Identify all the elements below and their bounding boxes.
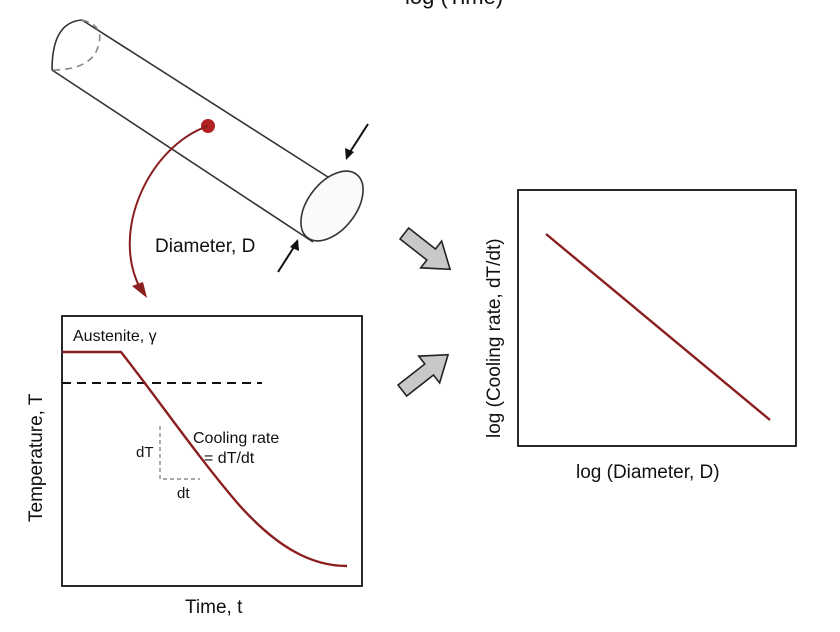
- dt-label: dt: [177, 485, 190, 502]
- cylinder-top-edge: [81, 19, 343, 187]
- cooling-plot: Austenite, γ dT dt Cooling rate = dT/dt: [61, 315, 363, 587]
- cylinder-bottom-edge: [51, 69, 314, 243]
- log-plot-trend-line: [545, 233, 771, 421]
- cylinder-back-end: [51, 19, 101, 71]
- top-clipped-text: log (Time): [405, 0, 503, 9]
- sample-point-connector-curve: [128, 125, 209, 289]
- cylinder: [51, 19, 369, 273]
- diameter-arrow-lower: [277, 246, 295, 273]
- diameter-arrowhead-lower: [290, 239, 299, 251]
- flow-arrow-lower: [396, 353, 450, 398]
- log-plot: [517, 189, 797, 447]
- dT-label: dT: [136, 444, 154, 461]
- cylinder-front-end: [300, 170, 364, 242]
- sample-point-connector-arrowhead: [132, 282, 147, 298]
- diameter-arrowhead-upper: [345, 148, 354, 160]
- flow-arrow-upper: [398, 226, 452, 271]
- cooling-rate-label-line1: Cooling rate: [193, 430, 279, 447]
- cooling-plot-y-label: Temperature, T: [26, 393, 47, 522]
- cooling-plot-x-label: Time, t: [185, 597, 243, 618]
- cooling-rate-label-line2: = dT/dt: [204, 450, 255, 467]
- diameter-arrow-upper: [349, 123, 369, 153]
- cooling-plot-frame: [61, 315, 363, 587]
- slope-triangle: [159, 426, 200, 480]
- cylinder-back-end-front: [51, 19, 83, 71]
- diameter-label: Diameter, D: [155, 236, 255, 257]
- log-plot-y-label: log (Cooling rate, dT/dt): [484, 238, 505, 438]
- log-plot-x-label: log (Diameter, D): [576, 462, 720, 483]
- cooling-curve: [62, 350, 348, 568]
- austenite-label: Austenite, γ: [73, 328, 157, 345]
